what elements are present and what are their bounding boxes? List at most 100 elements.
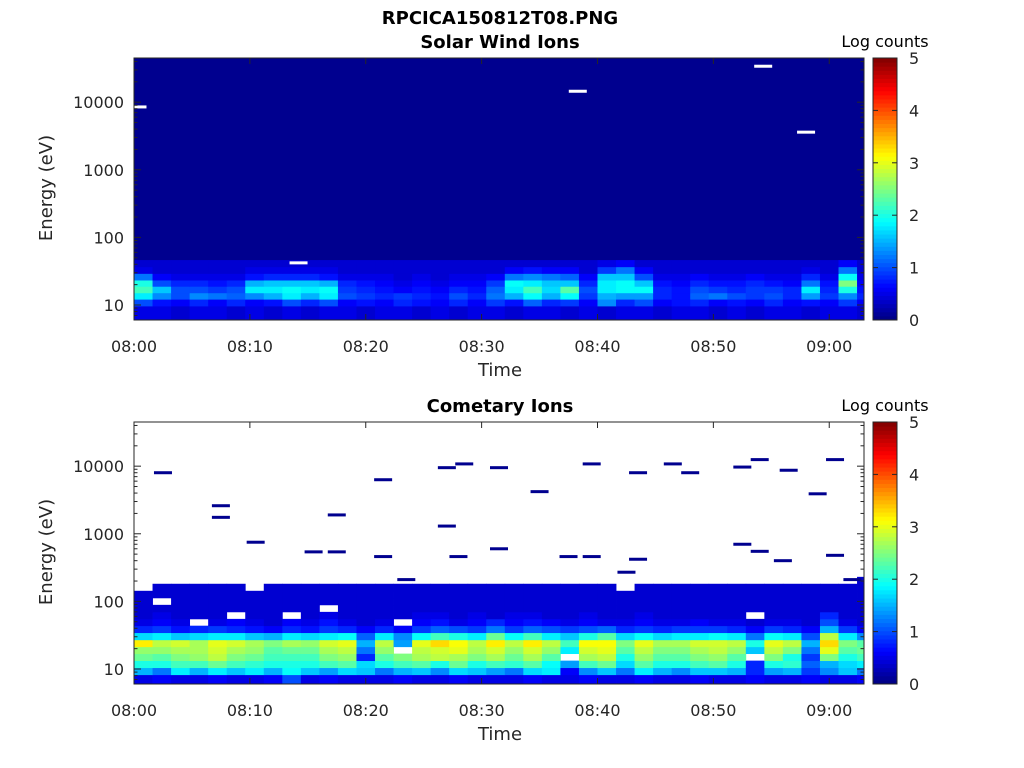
heatmap-cell (541, 280, 561, 287)
heatmap-cell (263, 305, 283, 321)
colorbar-tick-label: 2 (909, 206, 919, 225)
heatmap-cell (523, 260, 543, 268)
colorbar-step (873, 614, 897, 619)
heatmap-cell (393, 583, 413, 592)
x-tick-label: 08:40 (574, 701, 620, 720)
heatmap-cell (245, 273, 265, 281)
heatmap-cell (208, 292, 228, 300)
heatmap-cell (764, 292, 784, 300)
speck-mark (559, 555, 578, 559)
colorbar-step (873, 675, 897, 681)
heatmap-cell (578, 632, 598, 641)
speck-mark (490, 547, 508, 551)
speck-mark (397, 578, 416, 582)
heatmap-cell (449, 611, 469, 620)
heatmap-cell (801, 653, 821, 662)
colorbar-step (873, 630, 897, 636)
heatmap-cell (857, 280, 865, 287)
colorbar-step (873, 458, 897, 464)
cometary-panel: Cometary Ions Time Energy (eV) Log count… (36, 396, 929, 745)
colorbar-step (873, 610, 897, 615)
heatmap-cell (449, 597, 469, 606)
heatmap-cell (616, 266, 635, 274)
heatmap-cell (393, 590, 413, 599)
heatmap-cell (745, 286, 765, 294)
heatmap-cell (541, 674, 561, 685)
speck-mark (797, 130, 816, 134)
heatmap-cell (356, 590, 376, 599)
heatmap-cell (523, 273, 543, 281)
heatmap-cell (560, 597, 580, 606)
heatmap-cell (375, 674, 394, 685)
heatmap-cell (597, 674, 617, 685)
heatmap-cell (782, 273, 802, 281)
heatmap-cell (171, 618, 191, 627)
heatmap-cell (764, 604, 784, 613)
colorbar-step (873, 602, 897, 607)
heatmap-cell (782, 305, 802, 321)
heatmap-cell (300, 590, 320, 599)
colorbar-tick-label: 1 (909, 259, 919, 278)
heatmap-cell (523, 590, 543, 599)
heatmap-cell (819, 266, 839, 274)
heatmap-cell (857, 292, 865, 300)
colorbar-step (873, 581, 897, 587)
colorbar-tick-label: 5 (909, 413, 919, 432)
heatmap-cell (356, 597, 376, 606)
speck-mark (663, 462, 682, 466)
heatmap-cell (727, 604, 747, 613)
heatmap-cell (653, 604, 673, 613)
heatmap-cell (300, 639, 320, 648)
heatmap-cell (690, 674, 710, 685)
heatmap-cell (245, 632, 265, 641)
heatmap-cell (449, 653, 469, 662)
colorbar-step (873, 135, 897, 141)
heatmap-cell (412, 266, 432, 274)
heatmap-cell (319, 280, 339, 287)
axes-frame (133, 421, 865, 685)
heatmap-cell (171, 674, 191, 685)
colorbar-step (873, 643, 897, 648)
heatmap-cell (152, 674, 172, 685)
heatmap-cell (578, 260, 598, 268)
heatmap-cell (708, 273, 728, 281)
heatmap-cell (801, 597, 821, 606)
heatmap-cell (745, 604, 765, 613)
heatmap-cell (171, 660, 191, 669)
heatmap-cell (300, 299, 320, 307)
speck-mark (128, 105, 147, 109)
heatmap-cell (597, 653, 617, 662)
heatmap-cell (282, 667, 302, 676)
solar-wind-panel: Solar Wind Ions Time Energy (eV) Log cou… (36, 32, 929, 381)
colorbar-step (873, 679, 897, 685)
heatmap-cell (597, 266, 617, 274)
heatmap-cell (541, 618, 561, 627)
heatmap-cell (764, 260, 784, 268)
speck-mark (437, 466, 456, 470)
heatmap-cell (690, 646, 710, 655)
speck-mark (211, 515, 230, 519)
heatmap-cell (819, 618, 839, 627)
heatmap-cell (690, 667, 710, 676)
x-tick-label: 09:00 (806, 701, 852, 720)
heatmap-cell (263, 646, 283, 655)
heatmap-cell (337, 604, 357, 613)
heatmap-cell (727, 674, 747, 685)
heatmap-cell (616, 280, 635, 287)
heatmap-cell (801, 590, 821, 599)
heatmap-cell (764, 597, 784, 606)
heatmap-cell (467, 299, 487, 307)
colorbar-step (873, 62, 897, 67)
heatmap-cell (782, 292, 802, 300)
heatmap-cell (653, 266, 673, 274)
y-tick-label: 10000 (73, 93, 124, 112)
heatmap-cell (504, 660, 524, 669)
heatmap-cell (430, 273, 450, 281)
x-tick-label: 08:50 (690, 701, 736, 720)
heatmap-cell (578, 639, 598, 648)
speck-mark (843, 578, 862, 582)
heatmap-cell (745, 299, 765, 307)
heatmap-cell (504, 625, 524, 634)
speck-mark (289, 261, 308, 265)
heatmap-cell (486, 667, 506, 676)
